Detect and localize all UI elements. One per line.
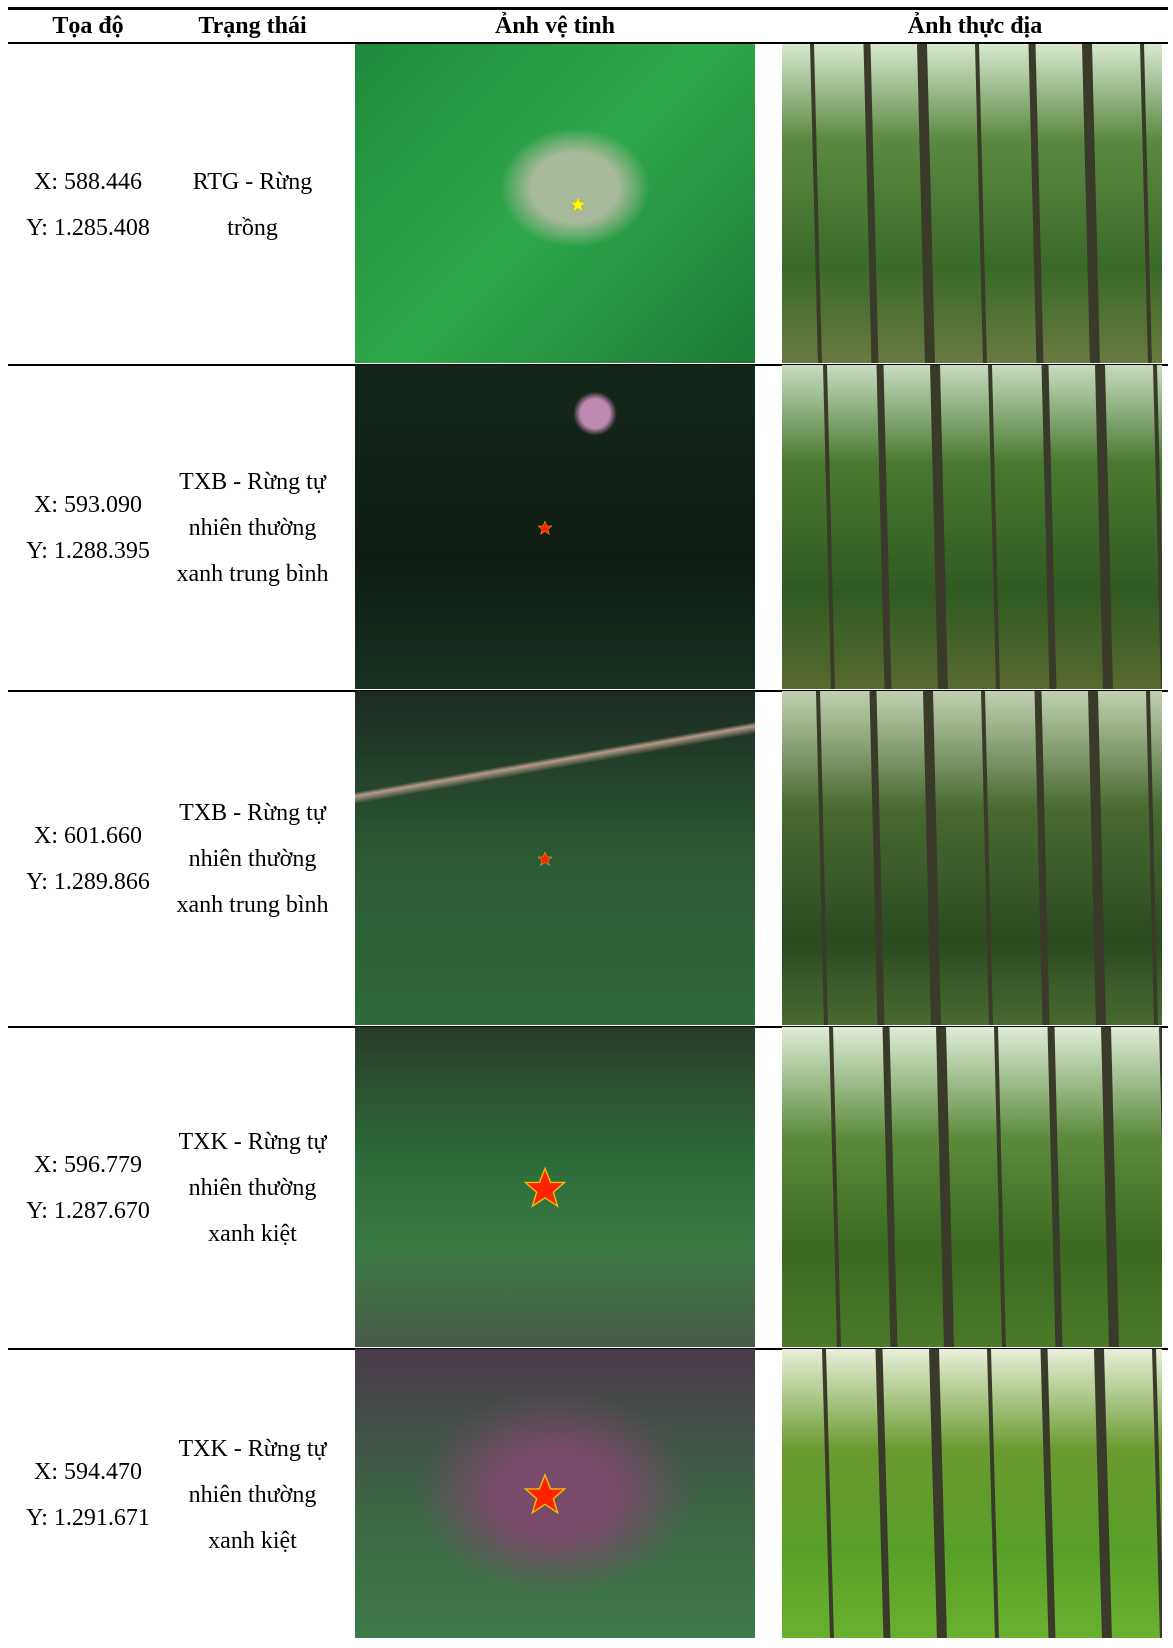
tree-trunks	[782, 1027, 1162, 1347]
status-cell: TXB - Rừng tự nhiên thường xanh trung bì…	[165, 365, 340, 691]
star-marker	[355, 691, 755, 1025]
field-photo	[782, 44, 1162, 363]
star-marker	[355, 44, 755, 363]
coordinate-y: Y: 1.288.395	[8, 528, 168, 574]
coordinate-x: X: 588.446	[8, 159, 168, 205]
coordinate-y: Y: 1.285.408	[8, 205, 168, 251]
header-cell: Ảnh vệ tinh	[355, 10, 755, 42]
satellite-image	[355, 1349, 755, 1638]
header-cell: Ảnh thực địa	[782, 10, 1168, 42]
coordinate-x: X: 594.470	[8, 1449, 168, 1495]
status-cell: TXB - Rừng tự nhiên thường xanh trung bì…	[165, 691, 340, 1027]
tree-trunks	[782, 44, 1162, 363]
status-cell: TXK - Rừng tự nhiên thường xanh kiệt	[165, 1349, 340, 1640]
coordinate-x: X: 601.660	[8, 813, 168, 859]
status-cell: RTG - Rừng trồng	[165, 44, 340, 365]
coordinate-y: Y: 1.291.671	[8, 1495, 168, 1541]
coordinate-x: X: 593.090	[8, 482, 168, 528]
status-text: TXK - Rừng tự nhiên thường xanh kiệt	[165, 1426, 340, 1564]
tree-trunks	[782, 1349, 1162, 1638]
satellite-image	[355, 1027, 755, 1347]
coordinate-y: Y: 1.289.866	[8, 859, 168, 905]
coordinate-y: Y: 1.287.670	[8, 1188, 168, 1234]
coordinate-x: X: 596.779	[8, 1142, 168, 1188]
field-photo	[782, 1349, 1162, 1638]
tree-trunks	[782, 365, 1162, 689]
header-cell: Tọa độ	[8, 10, 168, 42]
status-text: RTG - Rừng trồng	[165, 159, 340, 251]
status-text: TXB - Rừng tự nhiên thường xanh trung bì…	[165, 459, 340, 597]
field-photo	[782, 691, 1162, 1025]
field-photo	[782, 1027, 1162, 1347]
star-marker	[355, 1349, 755, 1638]
satellite-image	[355, 691, 755, 1025]
status-text: TXB - Rừng tự nhiên thường xanh trung bì…	[165, 790, 340, 928]
page: Tọa độ Trạng thái Ảnh vệ tinh Ảnh thực đ…	[0, 0, 1173, 1648]
satellite-image	[355, 365, 755, 689]
tree-trunks	[782, 691, 1162, 1025]
field-photo	[782, 365, 1162, 689]
status-text: TXK - Rừng tự nhiên thường xanh kiệt	[165, 1119, 340, 1257]
header-cell: Trạng thái	[165, 10, 340, 42]
status-cell: TXK - Rừng tự nhiên thường xanh kiệt	[165, 1027, 340, 1349]
star-marker	[355, 1027, 755, 1347]
satellite-image	[355, 44, 755, 363]
star-marker	[355, 365, 755, 689]
